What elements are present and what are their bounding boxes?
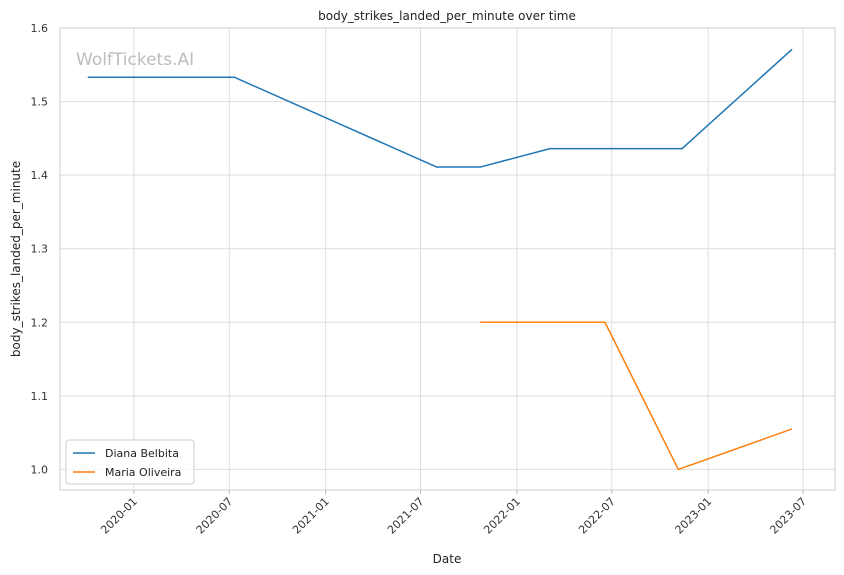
y-gridlines	[60, 27, 835, 470]
legend: Diana Belbita Maria Oliveira	[65, 439, 195, 485]
data-point-diana-belbita	[791, 48, 793, 50]
y-tick-label: 1.6	[31, 22, 49, 35]
data-point-maria-oliveira	[604, 321, 606, 323]
plot-area-frame	[59, 27, 836, 491]
x-gridlines	[133, 28, 804, 490]
legend-label-diana-belbita: Diana Belbita	[105, 447, 179, 460]
y-tick-labels: 1.0 1.1 1.2 1.3 1.4 1.5 1.6	[31, 22, 49, 476]
series-line-maria-oliveira	[480, 321, 793, 471]
data-point-maria-oliveira	[791, 428, 793, 430]
y-tick-label: 1.5	[31, 96, 49, 109]
y-tick-label: 1.0	[31, 463, 49, 476]
y-tick-label: 1.1	[31, 390, 49, 403]
data-point-diana-belbita	[233, 76, 235, 78]
chart-title: body_strikes_landed_per_minute over time	[318, 9, 576, 23]
watermark: WolfTickets.AI	[76, 50, 194, 70]
data-point-maria-oliveira	[677, 468, 679, 470]
data-point-diana-belbita	[549, 148, 551, 150]
y-tick-label: 1.4	[31, 169, 49, 182]
y-tick-label: 1.2	[31, 316, 49, 329]
data-point-diana-belbita	[436, 166, 438, 168]
data-point-maria-oliveira	[479, 321, 481, 323]
y-axis-title: body_strikes_landed_per_minute	[9, 161, 23, 357]
x-axis-title: Date	[433, 552, 462, 566]
series-line-diana-belbita	[87, 48, 793, 168]
data-point-diana-belbita	[479, 166, 481, 168]
y-tick-label: 1.3	[31, 243, 49, 256]
series-layer	[87, 48, 793, 471]
data-point-diana-belbita	[681, 148, 683, 150]
data-point-diana-belbita	[87, 76, 89, 78]
legend-box	[65, 439, 195, 485]
legend-label-maria-oliveira: Maria Oliveira	[105, 466, 181, 479]
